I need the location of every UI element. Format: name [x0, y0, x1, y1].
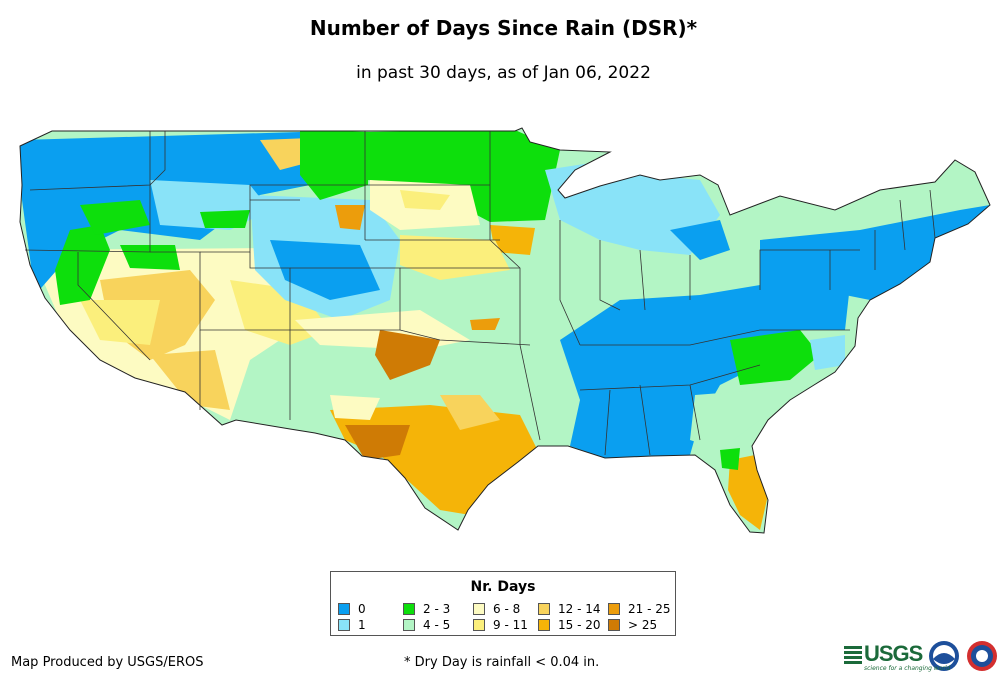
region-0-days — [670, 220, 730, 260]
legend-swatch — [338, 619, 350, 631]
region-21-25-days — [335, 205, 365, 230]
usgs-logo-text: USGS — [864, 641, 923, 666]
legend-label: 9 - 11 — [493, 618, 528, 632]
legend-label: 1 — [358, 618, 366, 632]
legend-label: 15 - 20 — [558, 618, 601, 632]
legend-label: 21 - 25 — [628, 602, 671, 616]
legend-label: > 25 — [628, 618, 658, 632]
region-21-25-days — [470, 318, 500, 330]
region-2-3-days — [55, 225, 110, 305]
legend-swatch — [608, 603, 620, 615]
map-subtitle: in past 30 days, as of Jan 06, 2022 — [356, 63, 651, 83]
legend-label: 4 - 5 — [423, 618, 451, 632]
legend-swatch — [403, 619, 415, 631]
region-0-days — [560, 285, 850, 458]
legend: Nr. Days 0 1 2 - 3 4 - 5 6 - 8 9 - 11 12 - 14 1… — [330, 571, 676, 636]
dry-day-note: * Dry Day is rainfall < 0.04 in. — [404, 655, 600, 670]
region-9-11-days — [400, 235, 510, 280]
legend-item: > 25 — [608, 618, 657, 632]
dsr-raster — [20, 128, 990, 533]
legend-item: 9 - 11 — [473, 618, 528, 632]
legend-swatch — [538, 603, 550, 615]
region-9-11-days — [80, 300, 160, 345]
legend-item: 4 - 5 — [403, 618, 450, 632]
usgs-logo-mark — [844, 641, 997, 671]
map-title: Number of Days Since Rain (DSR)* — [309, 16, 698, 40]
legend-item: 0 — [338, 602, 366, 616]
legend-item: 1 — [338, 618, 366, 632]
legend-swatch — [338, 603, 350, 615]
map-credit: Map Produced by USGS/EROS — [11, 655, 204, 670]
us-outline — [19, 127, 991, 534]
region-4-5-days — [830, 170, 975, 225]
legend-item: 15 - 20 — [538, 618, 601, 632]
region-15-20-days — [330, 405, 540, 515]
legend-swatch — [473, 619, 485, 631]
region-2-3-days — [200, 210, 250, 228]
region-12-14-days — [440, 395, 500, 430]
legend-title: Nr. Days — [470, 579, 536, 595]
region-2-3-days — [80, 200, 150, 235]
region-6-8-days — [330, 395, 380, 420]
region-4-5-days — [690, 390, 760, 450]
legend-label: 2 - 3 — [423, 602, 451, 616]
region-12-14-days — [150, 350, 230, 410]
usgs-tagline: science for a changing world — [864, 665, 951, 672]
legend-label: 0 — [358, 602, 366, 616]
legend-swatch — [538, 619, 550, 631]
region-2-3-days — [730, 330, 820, 385]
state-boundaries — [24, 131, 936, 456]
region-0-days — [270, 240, 380, 300]
region-9-11-days — [400, 190, 450, 210]
legend-swatch — [403, 603, 415, 615]
legend-swatch — [473, 603, 485, 615]
region-over-25-days — [375, 330, 440, 380]
legend-swatch — [608, 619, 620, 631]
region-15-20-days — [490, 225, 535, 255]
region-1-day — [810, 335, 845, 370]
region-2-3-days — [300, 130, 370, 200]
legend-label: 12 - 14 — [558, 602, 601, 616]
region-2-3-days — [120, 245, 180, 270]
region-over-25-days — [345, 425, 410, 460]
legend-item: 6 - 8 — [473, 602, 520, 616]
region-2-3-days — [365, 130, 560, 222]
agency-logos: USGS science for a changing world — [842, 637, 1002, 677]
legend-label: 6 - 8 — [493, 602, 521, 616]
region-2-3-days — [720, 448, 740, 470]
legend-item: 21 - 25 — [608, 602, 671, 616]
legend-item: 12 - 14 — [538, 602, 601, 616]
legend-item: 2 - 3 — [403, 602, 450, 616]
